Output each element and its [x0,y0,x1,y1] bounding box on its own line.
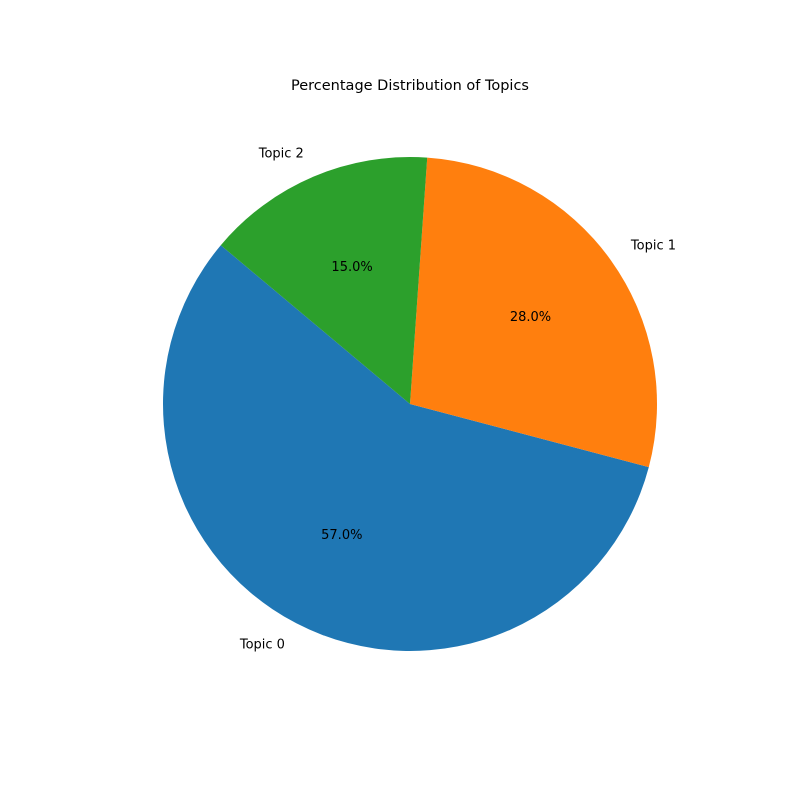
pie-labels: Topic 0 57.0% Topic 1 28.0% Topic 2 15.0% [239,146,676,652]
slice-percentage-label: 28.0% [510,310,551,325]
chart-title: Percentage Distribution of Topics [291,78,529,94]
slice-label: Topic 1 [630,238,676,253]
slice-label: Topic 2 [258,146,304,161]
slice-percentage-label: 57.0% [321,528,362,543]
pie-slice-topic-1 [410,157,657,468]
slice-percentage-label: 15.0% [331,260,372,275]
pie-slices [162,157,657,652]
slice-label: Topic 0 [239,638,285,653]
pie-slice-topic-2 [220,157,428,404]
pie-slice-topic-0 [162,245,649,652]
